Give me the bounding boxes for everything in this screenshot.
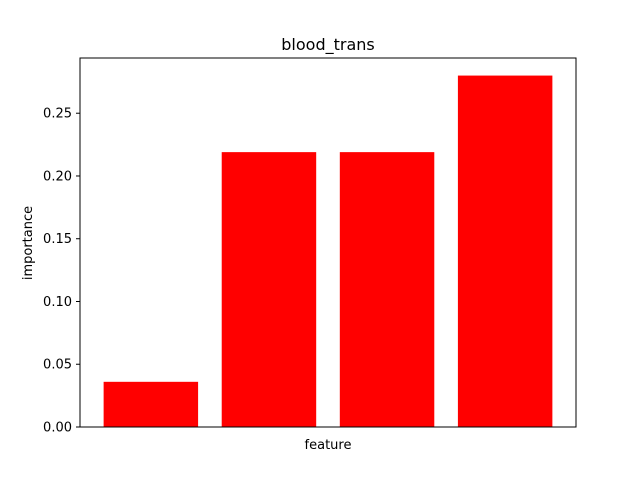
y-axis-label: importance bbox=[21, 206, 36, 280]
y-axis-ticks: 0.00 0.05 0.10 0.15 0.20 0.25 bbox=[43, 107, 80, 436]
y-tick-label: 0.10 bbox=[43, 295, 72, 310]
plot-area-frame bbox=[79, 57, 577, 428]
bar-1 bbox=[103, 381, 199, 427]
bar-4 bbox=[457, 75, 553, 427]
bar-3 bbox=[339, 152, 435, 427]
y-tick-label: 0.00 bbox=[43, 421, 72, 436]
y-tick-label: 0.20 bbox=[43, 169, 72, 184]
y-tick-label: 0.15 bbox=[43, 232, 72, 247]
y-tick-label: 0.05 bbox=[43, 358, 72, 373]
y-tick-label: 0.25 bbox=[43, 107, 72, 122]
bar-2 bbox=[221, 152, 317, 427]
x-axis-label: feature bbox=[305, 438, 352, 453]
chart-title: blood_trans bbox=[281, 35, 374, 55]
bars-group bbox=[103, 75, 553, 427]
